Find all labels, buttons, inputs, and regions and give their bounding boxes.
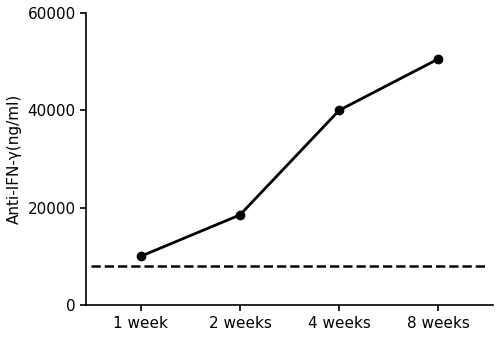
- Y-axis label: Anti-IFN-γ(ng/ml): Anti-IFN-γ(ng/ml): [7, 94, 22, 224]
